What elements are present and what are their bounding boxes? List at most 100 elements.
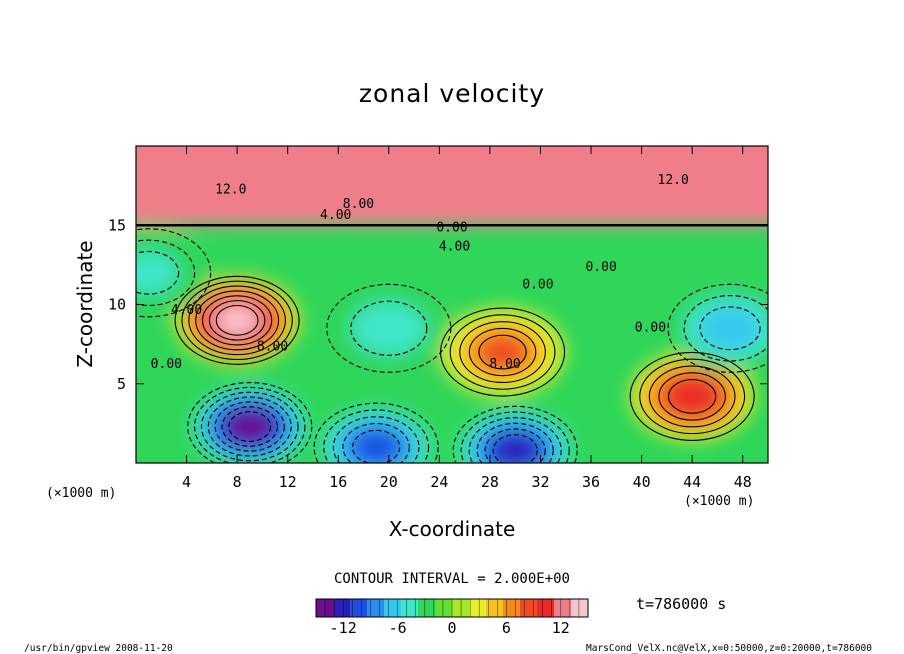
x-tick-label-20: 20 [380,473,398,491]
contour-ring-3-0 [629,351,755,441]
contour-ring-1-2 [188,285,286,356]
x-tick-label-32: 32 [531,473,549,491]
negative-anomaly-7-level-2 [700,306,761,350]
contour-ring-5-5 [492,434,538,463]
negative-anomaly-5-level-5 [493,434,538,463]
colorbar-bin-15 [571,599,589,617]
y-axis-label: Z-coordinate [73,240,97,367]
contour-ring-4-0 [187,382,313,463]
contour-ring-4-2 [200,391,299,462]
colorbar-tick-6: 6 [502,619,511,637]
colorbar-bin-3 [367,599,385,617]
colorbar-bin-8 [452,599,470,617]
contour-ring-9-0 [136,228,212,318]
contour-ring-2-3 [468,327,537,377]
contour-ring-8-1 [350,300,428,356]
contour-ring-3-1 [639,358,746,435]
x-tick-label-28: 28 [481,473,499,491]
negative-anomaly-8-level-1 [350,301,427,356]
colorbar-tick--12: -12 [330,619,357,637]
negative-anomaly-6-level-4 [352,430,400,463]
contour-ring-2-1 [449,314,556,390]
x-tick-label-12: 12 [279,473,297,491]
contour-ring-7-1 [683,295,768,362]
colorbar-bin-10 [486,599,504,617]
contour-ring-3-3 [658,372,726,421]
chart-title: zonal velocity [359,79,545,108]
x-tick-label-40: 40 [633,473,651,491]
colorbar-bin-7 [435,599,453,617]
contour-ring-4-1 [194,386,306,463]
colorbar-bin-13 [537,599,555,617]
contour-ring-1-5 [208,300,266,341]
footer-left: /usr/bin/gpview 2008-11-20 [24,643,173,654]
x-tick-label-8: 8 [233,473,242,491]
contour-ring-4-3 [207,396,292,457]
contour-label-7: 8.00 [257,339,288,354]
contour-ring-6-3 [342,423,410,463]
negative-anomaly-4-level-6 [228,411,271,442]
contour-ring-7-0 [667,283,768,373]
contour-ring-5-4 [484,428,546,463]
contour-ring-6-4 [352,429,401,463]
y-tick-label-15: 15 [108,216,126,234]
colorbar-bin-5 [401,599,419,617]
x-axis-label: X-coordinate [389,517,516,541]
contour-label-1: 12.0 [658,173,689,188]
contour-ring-3-2 [648,365,736,428]
colorbar-bin-4 [384,599,402,617]
colorbar-frame [315,598,589,618]
contour-ring-2-2 [459,321,546,383]
contour-ring-1-0 [174,275,300,365]
footer-right: MarsCond_VelX.nc@VelX,x=0:50000,z=0:2000… [586,643,872,654]
contour-ring-1-4 [201,295,273,346]
contour-ring-3-4 [668,379,717,414]
negative-anomaly-9-level-2 [136,251,179,295]
contour-ring-8-0 [326,283,452,373]
contour-ring-1-1 [181,280,293,361]
colorbar-bin-0 [316,599,334,617]
x-tick-label-48: 48 [734,473,752,491]
contour-ring-2-4 [478,334,527,370]
colorbar-bin-9 [469,599,487,617]
positive-anomaly-2-level-4 [478,335,527,369]
contour-ring-5-3 [476,422,554,463]
x-tick-label-16: 16 [329,473,347,491]
contour-ring-5-1 [460,411,570,463]
contour-label-12: 0.00 [522,278,553,293]
contour-interval: CONTOUR INTERVAL = 2.000E+00 [334,571,570,587]
time-label: t=786000 s [636,595,726,613]
contour-ring-9-2 [136,250,180,295]
contour-ring-5-2 [468,417,562,463]
contour-label-11: 0.00 [635,320,666,335]
x-tick-label-4: 4 [182,473,191,491]
contour-label-10: 8.00 [489,357,520,372]
colorbar-bin-11 [503,599,521,617]
x-tick-label-44: 44 [683,473,701,491]
contour-ring-6-0 [313,402,439,463]
colorbar-bin-2 [350,599,368,617]
contour-ring-4-5 [221,406,279,447]
colorbar-bin-6 [418,599,436,617]
colorbar-bin-1 [333,599,351,617]
x-tick-label-24: 24 [430,473,448,491]
colorbar-tick-12: 12 [552,619,570,637]
positive-anomaly-1-level-6 [216,305,258,336]
contour-label-5: 4.00 [439,240,470,255]
contour-label-6: 0.00 [585,260,616,275]
contour-label-0: 12.0 [215,183,246,198]
y-tick-label-5: 5 [117,375,126,393]
contour-ring-5-0 [452,405,578,463]
x-units-right: (×1000 m) [684,494,754,509]
contour-label-9: 0.00 [151,357,182,372]
contour-ring-1-3 [195,290,280,351]
contour-ring-4-6 [228,411,272,442]
colorbar-bin-14 [554,599,572,617]
colorbar [315,598,589,618]
contour-label-8: 4.00 [171,303,202,318]
contour-ring-4-4 [214,401,285,452]
contour-label-3: 4.00 [320,208,351,223]
contour-ring-6-1 [323,409,430,463]
contour-label-2: 8.00 [343,197,374,212]
